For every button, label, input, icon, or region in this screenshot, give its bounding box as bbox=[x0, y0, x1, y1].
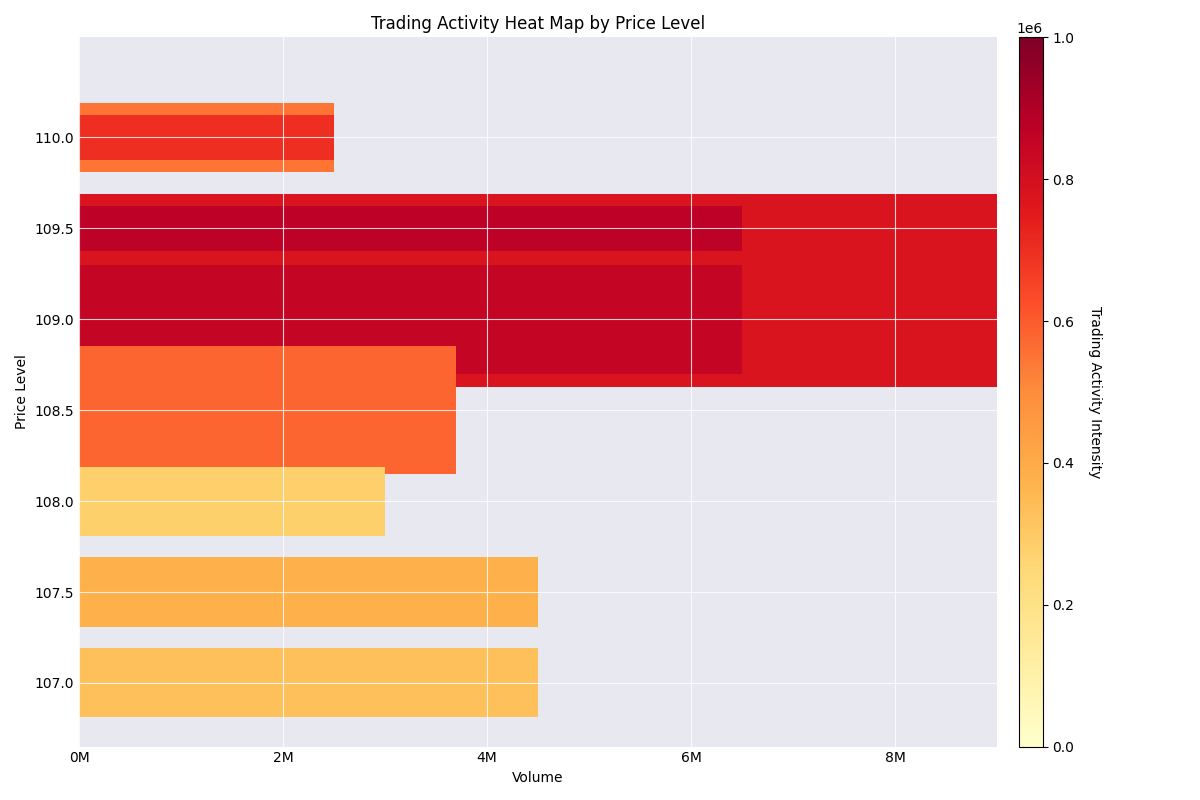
Bar bbox=[79, 383, 252, 438]
Title: Trading Activity Heat Map by Price Level: Trading Activity Heat Map by Price Level bbox=[371, 15, 706, 33]
Bar bbox=[79, 114, 334, 160]
Bar bbox=[79, 206, 742, 251]
Bar bbox=[79, 478, 283, 524]
Bar bbox=[79, 570, 263, 614]
Bar bbox=[79, 265, 742, 374]
Bar bbox=[79, 292, 354, 346]
Bar bbox=[79, 360, 415, 460]
Bar bbox=[79, 466, 385, 536]
Bar bbox=[79, 283, 426, 355]
Bar bbox=[79, 660, 252, 706]
Bar bbox=[79, 648, 538, 718]
Bar bbox=[79, 251, 997, 387]
X-axis label: Volume: Volume bbox=[512, 771, 564, 785]
Bar bbox=[79, 274, 487, 365]
Bar bbox=[79, 103, 334, 172]
Bar bbox=[79, 194, 997, 263]
Bar bbox=[79, 372, 354, 448]
Bar bbox=[79, 299, 304, 339]
Y-axis label: Price Level: Price Level bbox=[14, 354, 29, 430]
Bar bbox=[79, 346, 456, 474]
Y-axis label: Trading Activity Intensity: Trading Activity Intensity bbox=[1088, 306, 1103, 478]
Bar bbox=[79, 558, 538, 626]
